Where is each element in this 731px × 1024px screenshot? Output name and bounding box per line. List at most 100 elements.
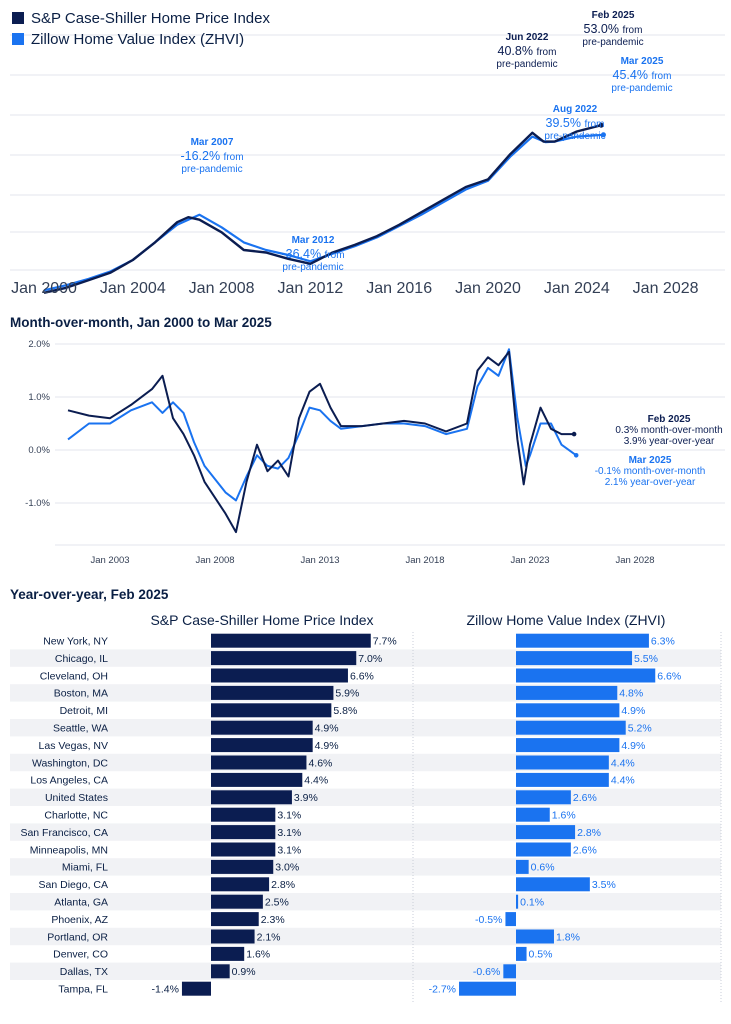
- series-end-point-case-shiller: [598, 122, 604, 128]
- value-label-zhvi: 5.5%: [634, 653, 658, 665]
- value-label-case-shiller: 3.1%: [277, 827, 301, 839]
- annotation-date: Feb 2025: [648, 414, 691, 425]
- bar-row: Los Angeles, CA 4.4% 4.4%: [30, 772, 635, 787]
- value-label-zhvi: 2.6%: [573, 792, 597, 804]
- annotation-date: Mar 2025: [621, 56, 664, 67]
- bar-case-shiller: [211, 720, 313, 735]
- series-end-point-zhvi: [573, 453, 579, 458]
- mom-chart-gridlines: [55, 343, 725, 546]
- value-label-case-shiller: 7.7%: [373, 636, 397, 648]
- bar-case-shiller: [211, 772, 303, 787]
- category-label: United States: [45, 792, 108, 804]
- bar-zhvi: [516, 894, 519, 909]
- bar-case-shiller: [211, 964, 230, 979]
- bar-case-shiller: [211, 946, 245, 961]
- value-label-case-shiller: 2.3%: [261, 914, 285, 926]
- bar-case-shiller: [211, 894, 263, 909]
- value-label-zhvi: 0.5%: [529, 949, 553, 961]
- y-tick-label: 1.0%: [28, 392, 50, 403]
- bar-case-shiller: [211, 633, 371, 648]
- category-label: Phoenix, AZ: [51, 914, 108, 926]
- bar-zhvi: [516, 946, 527, 961]
- value-label-zhvi: -0.5%: [475, 914, 502, 926]
- bar-case-shiller: [211, 929, 255, 944]
- value-label-zhvi: 2.6%: [573, 844, 597, 856]
- x-tick-label: Jan 2024: [544, 280, 610, 297]
- legend-swatch-zhvi: [12, 33, 24, 45]
- bar-zhvi: [516, 859, 529, 874]
- value-label-zhvi: -0.6%: [473, 966, 500, 978]
- value-label-zhvi: 2.8%: [577, 827, 601, 839]
- bar-row: Denver, CO 1.6% 0.5%: [53, 946, 553, 961]
- value-label-case-shiller: 3.9%: [294, 792, 318, 804]
- series-line-case-shiller: [43, 124, 602, 294]
- value-label-zhvi: 4.8%: [619, 688, 643, 700]
- bar-case-shiller: [211, 859, 274, 874]
- annotation-date: Mar 2012: [292, 235, 335, 246]
- y-tick-label: -1.0%: [25, 498, 50, 509]
- value-label-zhvi: 4.4%: [611, 757, 635, 769]
- annotation-line: 3.9% year-over-year: [624, 436, 715, 447]
- row-stripe: [10, 788, 721, 806]
- bar-zhvi: [516, 842, 571, 857]
- category-label: San Francisco, CA: [20, 827, 108, 839]
- index-chart-legend: S&P Case-Shiller Home Price Index Zillow…: [12, 10, 270, 48]
- x-tick-label: Jan 2008: [189, 280, 255, 297]
- value-label-zhvi: 0.1%: [520, 897, 544, 909]
- category-label: Los Angeles, CA: [30, 775, 108, 787]
- annotation-note: pre-pandemic: [282, 262, 343, 273]
- annotation-note: pre-pandemic: [582, 37, 643, 48]
- bar-case-shiller: [211, 738, 313, 753]
- category-label: Seattle, WA: [53, 723, 108, 735]
- bar-row: San Diego, CA 2.8% 3.5%: [39, 877, 616, 892]
- bar-zhvi: [516, 825, 576, 840]
- value-label-case-shiller: 4.9%: [315, 723, 339, 735]
- x-tick-label: Jan 2004: [100, 280, 166, 297]
- index-chart-x-axis: Jan 2000 Jan 2004 Jan 2008 Jan 2012 Jan 2016…: [11, 280, 699, 297]
- x-tick-label: Jan 2012: [277, 280, 343, 297]
- annotation-date: Jun 2022: [506, 32, 549, 43]
- category-label: Chicago, IL: [55, 653, 108, 665]
- bar-zhvi: [516, 807, 550, 822]
- value-label-case-shiller: 1.6%: [246, 949, 270, 961]
- category-label: Dallas, TX: [60, 966, 108, 978]
- x-tick-label: Jan 2000: [11, 280, 77, 297]
- bar-zhvi: [516, 668, 656, 683]
- category-label: Charlotte, NC: [44, 810, 108, 822]
- bar-row: Seattle, WA 4.9% 5.2%: [53, 720, 652, 735]
- bar-case-shiller: [211, 685, 334, 700]
- annotation-note: pre-pandemic: [611, 83, 672, 94]
- series-line-case-shiller: [67, 350, 575, 534]
- x-tick-label: Jan 2018: [405, 555, 444, 566]
- category-label: Detroit, MI: [60, 705, 108, 717]
- value-label-zhvi: 6.6%: [657, 670, 681, 682]
- bar-case-shiller: [211, 703, 332, 718]
- annotation-value: 40.8% from: [498, 44, 557, 58]
- row-stripe: [10, 823, 721, 841]
- value-label-case-shiller: 6.6%: [350, 670, 374, 682]
- bar-case-shiller: [211, 842, 276, 857]
- annotation-note: pre-pandemic: [544, 131, 605, 142]
- category-label: Boston, MA: [54, 688, 108, 700]
- bar-case-shiller: [181, 981, 211, 996]
- bar-row: Washington, DC 4.6% 4.4%: [32, 755, 635, 770]
- x-tick-label: Jan 2020: [455, 280, 521, 297]
- annotation-date: Mar 2007: [191, 137, 234, 148]
- bar-zhvi: [516, 651, 633, 666]
- bar-zhvi: [516, 929, 554, 944]
- value-label-case-shiller: 7.0%: [358, 653, 382, 665]
- row-stripe: [10, 858, 721, 876]
- bar-zhvi: [516, 772, 609, 787]
- bar-case-shiller: [211, 807, 276, 822]
- yoy-bar-chart: New York, NY 7.7% 6.3%Chicago, IL 7.0% 5.5%C…: [10, 632, 722, 1002]
- category-label: Portland, OR: [47, 931, 108, 943]
- value-label-zhvi: 6.3%: [651, 636, 675, 648]
- mom-chart-title: Month-over-month, Jan 2000 to Mar 2025: [10, 315, 272, 330]
